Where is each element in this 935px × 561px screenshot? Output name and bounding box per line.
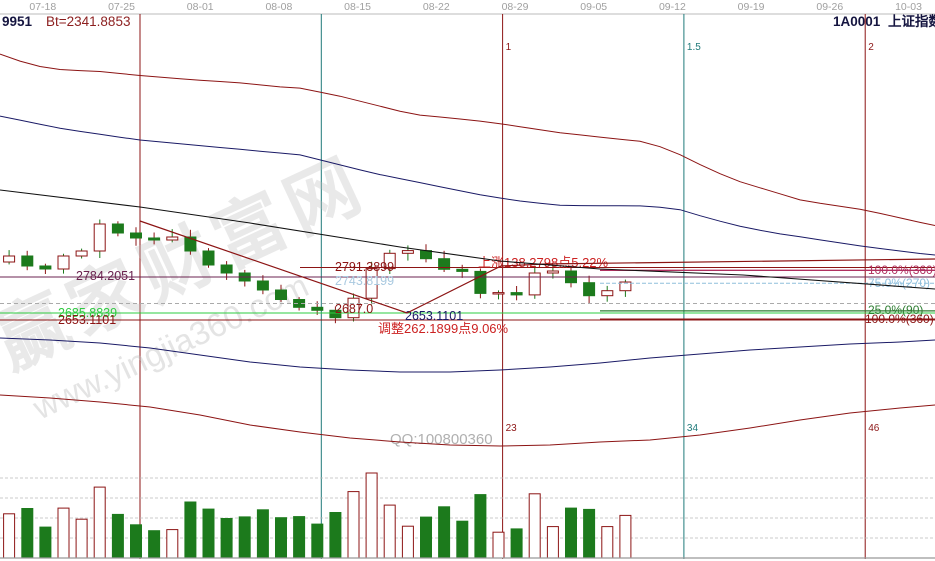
svg-text:10-03: 10-03 [895,1,922,13]
svg-text:100.0%(360): 100.0%(360) [865,312,934,326]
svg-text:08-29: 08-29 [502,1,529,13]
svg-text:2653.1101: 2653.1101 [58,313,116,327]
svg-text:Bt=2341.8853: Bt=2341.8853 [46,14,130,29]
svg-text:1A0001: 1A0001 [833,14,881,29]
svg-text:2743.8199: 2743.8199 [335,274,394,288]
svg-text:09-12: 09-12 [659,1,686,13]
svg-text:08-22: 08-22 [423,1,450,13]
svg-text:2687.0: 2687.0 [335,302,373,316]
svg-text:100.0%(360): 100.0%(360) [868,263,935,277]
svg-text:2791.3899: 2791.3899 [335,260,394,274]
svg-text:1.5: 1.5 [687,42,701,53]
svg-text:46: 46 [868,423,880,434]
svg-text:08-08: 08-08 [265,1,292,13]
svg-text:1: 1 [506,42,512,53]
svg-text:08-01: 08-01 [187,1,214,13]
svg-text:上证指数: 上证指数 [888,13,935,29]
svg-text:调整262.1899点9.06%: 调整262.1899点9.06% [378,321,509,336]
svg-text:2: 2 [868,42,874,53]
svg-text:2784.2051: 2784.2051 [76,269,135,283]
svg-text:09-19: 09-19 [738,1,765,13]
svg-text:09-05: 09-05 [580,1,607,13]
svg-text:23: 23 [506,423,518,434]
svg-text:9951: 9951 [2,14,33,29]
svg-text:08-15: 08-15 [344,1,371,13]
svg-text:09-26: 09-26 [816,1,843,13]
svg-text:07-18: 07-18 [29,1,56,13]
svg-text:34: 34 [687,423,699,434]
svg-text:07-25: 07-25 [108,1,135,13]
